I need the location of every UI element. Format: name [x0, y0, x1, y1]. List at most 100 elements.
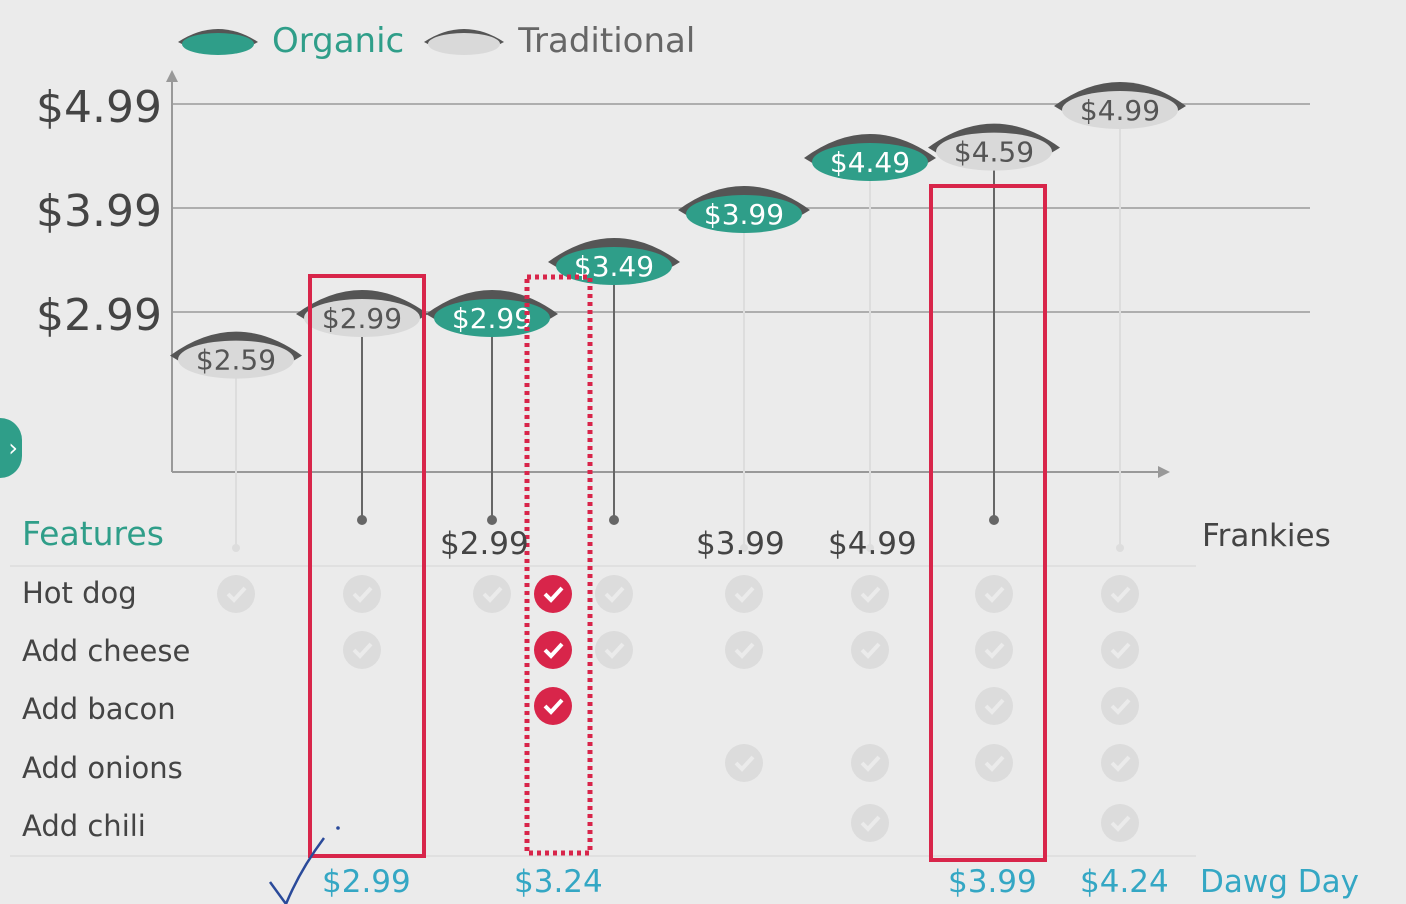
chart-legend: Organic Traditional — [172, 18, 695, 64]
feature-check-mark — [984, 698, 1005, 715]
feature-check-icon — [1101, 575, 1139, 613]
features-heading: Features — [22, 514, 164, 553]
feature-check-mark — [984, 586, 1005, 603]
hotdog-bun-highlight — [445, 285, 539, 298]
organic-hotdog-icon — [178, 25, 258, 55]
feature-check-icon — [851, 744, 889, 782]
hotdog-bun-highlight — [189, 326, 283, 340]
legend-organic-label: Organic — [272, 21, 405, 61]
hotdog-bun-highlight — [697, 181, 791, 194]
x-axis-arrow — [1158, 466, 1170, 478]
hotdog-sausage — [178, 340, 294, 379]
feature-add-onions: Add onions — [22, 751, 183, 785]
feature-check-mark — [734, 586, 755, 603]
feature-check-mark — [1110, 755, 1131, 772]
feature-check-icon — [851, 575, 889, 613]
feature-check-mark — [860, 586, 881, 603]
bottom-price-324: $3.24 — [514, 864, 603, 900]
bottom-price-299: $2.99 — [322, 864, 411, 900]
price-label: $4.59 — [954, 136, 1034, 169]
feature-check-icon — [1101, 631, 1139, 669]
hotdog-bun-highlight — [823, 129, 917, 142]
feature-check-icon — [1101, 744, 1139, 782]
highlight-check-icon — [534, 575, 572, 613]
feature-check-icon — [725, 631, 763, 669]
column-header-499: $4.99 — [828, 526, 917, 562]
hotdog-bun-highlight — [1073, 77, 1167, 90]
traditional-hotdog-icon — [424, 25, 505, 55]
column-header-399: $3.99 — [696, 526, 785, 562]
legend-organic: Organic — [172, 18, 404, 64]
price-label: $2.99 — [452, 302, 532, 335]
highlight-check-mark — [543, 586, 564, 603]
feature-check-icon — [595, 575, 633, 613]
handwritten-dot — [336, 826, 340, 830]
hotdog-sausage — [1062, 91, 1178, 129]
y-tick-label-399: $3.99 — [36, 186, 162, 237]
price-label: $4.99 — [1080, 94, 1160, 127]
highlight-box-299 — [308, 274, 426, 858]
feature-check-icon — [975, 631, 1013, 669]
price-drop-dot-faint — [866, 544, 874, 552]
expand-panel-button[interactable]: › — [0, 418, 22, 478]
feature-check-icon — [217, 575, 255, 613]
feature-add-bacon: Add bacon — [22, 692, 176, 726]
feature-check-mark — [984, 642, 1005, 659]
y-tick-label-299: $2.99 — [36, 290, 162, 341]
price-label: $2.59 — [196, 344, 276, 377]
feature-check-icon — [725, 575, 763, 613]
legend-traditional-label: Traditional — [518, 21, 696, 61]
feature-check-mark — [734, 755, 755, 772]
hotdog-sausage — [812, 143, 928, 181]
feature-check-icon — [975, 687, 1013, 725]
price-label: $4.49 — [830, 146, 910, 179]
price-label: $2.99 — [322, 302, 402, 335]
hotdog-sausage — [936, 132, 1052, 171]
highlight-check-icon — [534, 687, 572, 725]
feature-add-chili: Add chili — [22, 809, 146, 843]
feature-check-icon — [343, 575, 381, 613]
price-drop-dot-faint — [1116, 544, 1124, 552]
y-tick-label-499: $4.99 — [36, 82, 162, 133]
handwritten-check-mark — [268, 837, 326, 904]
hotdog-sausage — [304, 299, 420, 337]
highlight-check-icon — [534, 631, 572, 669]
feature-check-mark — [860, 815, 881, 832]
highlight-check-mark — [543, 698, 564, 715]
price-drop-dot — [357, 515, 367, 525]
feature-check-mark — [352, 642, 373, 659]
price-drop-dot — [609, 515, 619, 525]
y-axis-arrow — [166, 70, 178, 82]
feature-add-cheese: Add cheese — [22, 634, 191, 668]
feature-check-mark — [1110, 586, 1131, 603]
feature-check-mark — [860, 755, 881, 772]
price-label: $3.99 — [704, 198, 784, 231]
feature-check-mark — [860, 642, 881, 659]
feature-check-icon — [1101, 687, 1139, 725]
feature-check-mark — [482, 586, 503, 603]
price-drop-dot-faint — [740, 544, 748, 552]
feature-check-mark — [1110, 642, 1131, 659]
feature-check-icon — [595, 631, 633, 669]
feature-check-icon — [975, 575, 1013, 613]
hotdog-bun-highlight — [567, 233, 661, 246]
feature-check-mark — [352, 586, 373, 603]
feature-check-icon — [473, 575, 511, 613]
feature-hot-dog: Hot dog — [22, 576, 137, 610]
highlight-check-mark — [543, 642, 564, 659]
feature-check-icon — [343, 631, 381, 669]
feature-check-icon — [725, 744, 763, 782]
feature-check-icon — [851, 804, 889, 842]
feature-check-mark — [984, 755, 1005, 772]
feature-check-icon — [851, 631, 889, 669]
hotdog-sausage — [434, 299, 550, 337]
feature-check-icon — [1101, 804, 1139, 842]
price-drop-dot — [989, 515, 999, 525]
feature-check-mark — [1110, 698, 1131, 715]
price-label: $3.49 — [574, 250, 654, 283]
hotdog-bun-highlight — [315, 285, 409, 298]
price-drop-dot — [487, 515, 497, 525]
highlight-box-dotted-324 — [524, 274, 593, 856]
feature-check-mark — [604, 642, 625, 659]
